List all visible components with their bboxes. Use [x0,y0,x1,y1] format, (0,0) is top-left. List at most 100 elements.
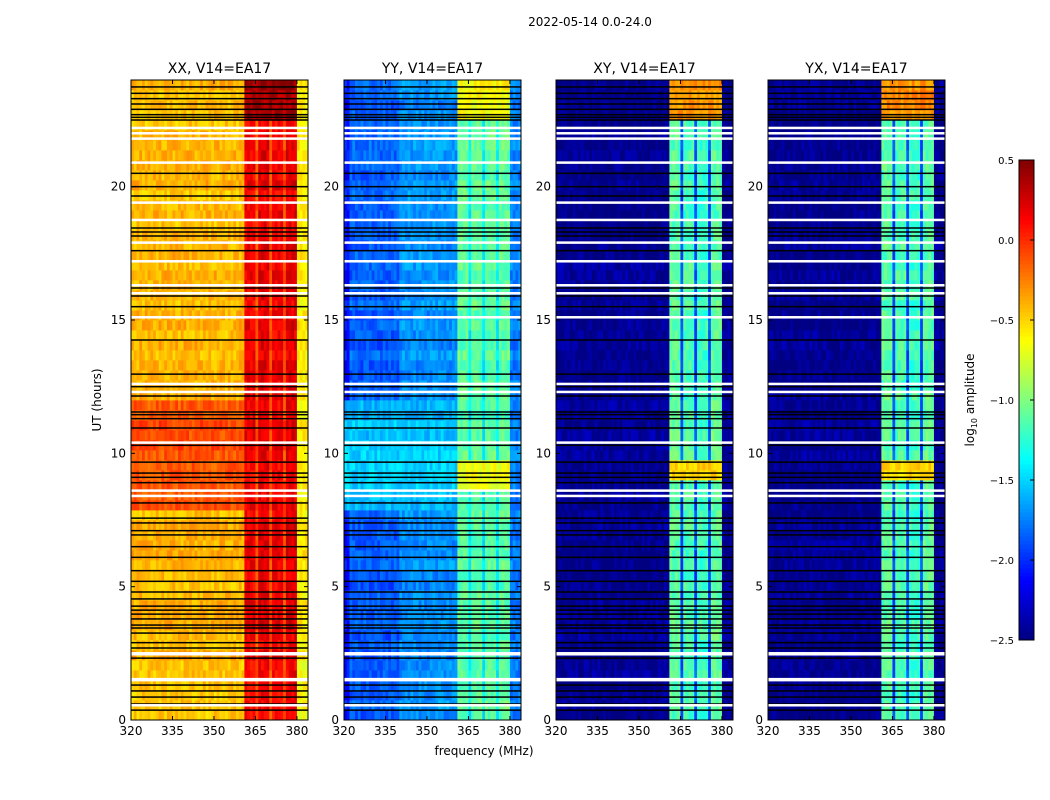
heatmap-cell [211,220,215,231]
heatmap-cell [166,590,171,601]
heatmap-cell [131,510,135,521]
heatmap-cell [249,210,254,221]
heatmap-cell [277,310,281,321]
heatmap-cell [355,660,359,671]
heatmap-cell [144,430,148,441]
heatmap-cell [142,130,146,141]
heatmap-cell [374,150,378,161]
heatmap-cell [302,140,306,151]
heatmap-cell [238,290,243,301]
heatmap-cell [225,610,229,621]
heatmap-cell [144,330,148,341]
heatmap-cell [236,240,240,251]
heatmap-cell [274,260,278,271]
heatmap-cell [294,580,298,591]
heatmap-cell [175,290,179,301]
heatmap-cell [285,500,290,511]
heatmap-cell [191,450,196,461]
heatmap-cell [230,590,234,601]
heatmap-cell [142,190,146,201]
heatmap-cell [305,80,309,91]
heatmap-cell [283,230,287,241]
heatmap-cell [216,580,220,591]
heatmap-cell [241,510,245,521]
heatmap-cell [346,390,350,401]
heatmap-cell [150,500,154,511]
heatmap-cell [172,170,176,181]
heatmap-cell [357,710,361,721]
heatmap-cell [366,270,370,281]
heatmap-cell [213,600,218,611]
flagged-row [131,461,308,463]
heatmap-cell [368,640,373,651]
heatmap-cell [377,560,381,571]
heatmap-cell [180,260,184,271]
heatmap-cell [166,340,171,351]
heatmap-cell [155,270,160,281]
heatmap-cell [166,400,171,411]
heatmap-cell [191,430,196,441]
heatmap-cell [178,200,182,211]
heatmap-cell [269,540,273,551]
heatmap-cell [161,470,165,481]
heatmap-cell [183,120,187,131]
heatmap-cell [202,550,207,561]
heatmap-cell [211,150,215,161]
heatmap-cell [277,300,281,311]
heatmap-cell [180,590,184,601]
heatmap-cell [352,180,356,191]
heatmap-cell [197,480,201,491]
heatmap-cell [258,690,262,701]
heatmap-cell [150,300,154,311]
heatmap-cell [161,150,165,161]
heatmap-cell [344,140,348,151]
heatmap-cell [233,170,237,181]
heatmap-cell [255,520,259,531]
heatmap-cell [189,570,193,581]
heatmap-cell [252,90,256,101]
heatmap-cell [357,270,361,281]
heatmap-cell [219,240,223,251]
heatmap-cell [236,220,240,231]
heatmap-cell [155,330,160,341]
heatmap-cell [189,660,193,671]
heatmap-cell [238,560,243,571]
heatmap-cell [291,210,295,221]
heatmap-cell [255,500,259,511]
heatmap-cell [131,470,135,481]
heatmap-cell [216,560,220,571]
heatmap-cell [208,290,212,301]
heatmap-cell [153,630,157,641]
heatmap-cell [213,240,218,251]
heatmap-cell [200,470,204,481]
heatmap-cell [136,460,140,471]
heatmap-cell [294,590,298,601]
heatmap-cell [133,500,137,511]
heatmap-cell [233,130,237,141]
heatmap-cell [150,320,154,331]
heatmap-cell [355,420,359,431]
heatmap-cell [191,180,196,191]
heatmap-cell [153,550,157,561]
heatmap-cell [288,190,292,201]
heatmap-cell [153,190,157,201]
heatmap-cell [288,430,292,441]
heatmap-cell [244,610,248,621]
heatmap-cell [144,340,148,351]
heatmap-cell [133,240,137,251]
heatmap-cell [266,400,270,411]
heatmap-cell [166,540,171,551]
heatmap-cell [136,390,140,401]
heatmap-cell [227,660,231,671]
heatmap-cell [258,390,262,401]
heatmap-cell [166,420,171,431]
heatmap-cell [269,480,273,491]
heatmap-cell [200,240,204,251]
heatmap-cell [263,590,267,601]
heatmap-cell [241,80,245,91]
heatmap-cell [197,430,201,441]
heatmap-cell [288,120,292,131]
heatmap-cell [216,270,220,281]
heatmap-cell [183,220,187,231]
heatmap-cell [288,590,292,601]
